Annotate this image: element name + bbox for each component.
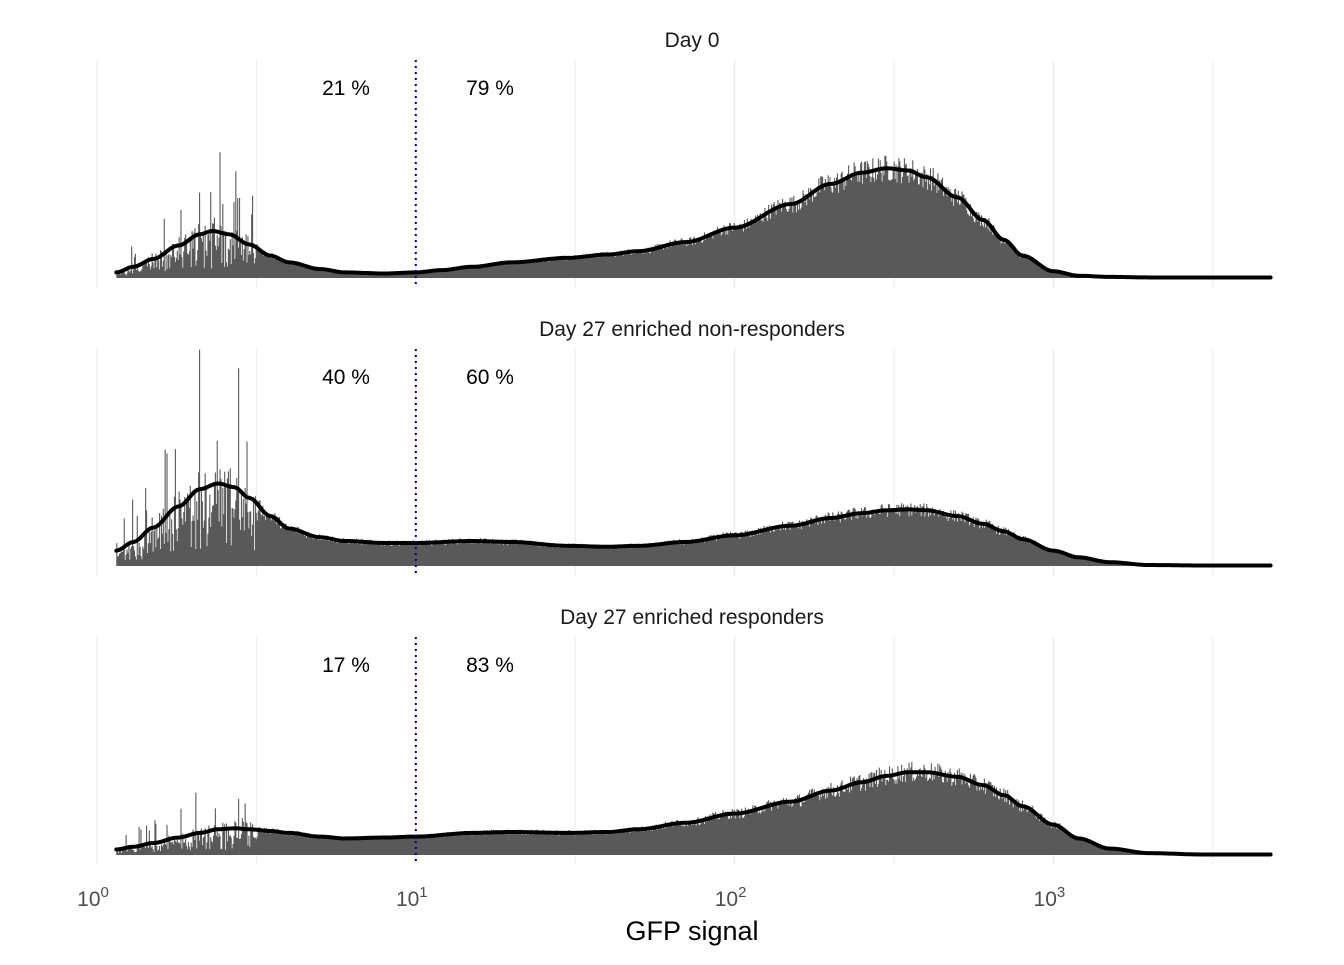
x-tick-label: 100 — [77, 884, 109, 911]
x-axis-title: GFP signal — [625, 916, 758, 946]
panel-title: Day 0 — [665, 29, 720, 52]
histogram-bar-strokes — [116, 761, 1186, 855]
left-percent-label: 40 % — [322, 366, 370, 389]
x-tick-label: 103 — [1034, 884, 1066, 911]
x-tick-label: 102 — [715, 884, 747, 911]
density-curve — [114, 481, 1273, 568]
right-percent-label: 60 % — [466, 366, 514, 389]
panel-3: Day 27 enriched responders 17 % 83 % — [96, 606, 1273, 865]
right-percent-label: 79 % — [466, 77, 514, 100]
panel-1: Day 0 21 % 79 % — [96, 29, 1273, 288]
density-curve — [114, 770, 1273, 857]
right-percent-label: 83 % — [466, 654, 514, 677]
panels-layer: Day 0 21 % 79 % Day 27 enriched non-respond… — [96, 29, 1273, 865]
panel-2: Day 27 enriched non-responders 40 % 60 % — [96, 318, 1273, 577]
x-axis: 100 101 102 103 — [77, 884, 1065, 911]
panel-title: Day 27 enriched responders — [560, 606, 824, 629]
histogram-bars — [116, 349, 1186, 566]
histogram-bar-strokes — [116, 349, 1186, 566]
density-curve — [114, 166, 1273, 280]
histogram-bars — [116, 152, 1186, 278]
left-percent-label: 21 % — [322, 77, 370, 100]
panel-title: Day 27 enriched non-responders — [539, 318, 845, 341]
histogram-bars — [116, 761, 1186, 855]
left-percent-label: 17 % — [322, 654, 370, 677]
histogram-bar-strokes — [116, 152, 1186, 278]
x-tick-label: 101 — [396, 884, 428, 911]
